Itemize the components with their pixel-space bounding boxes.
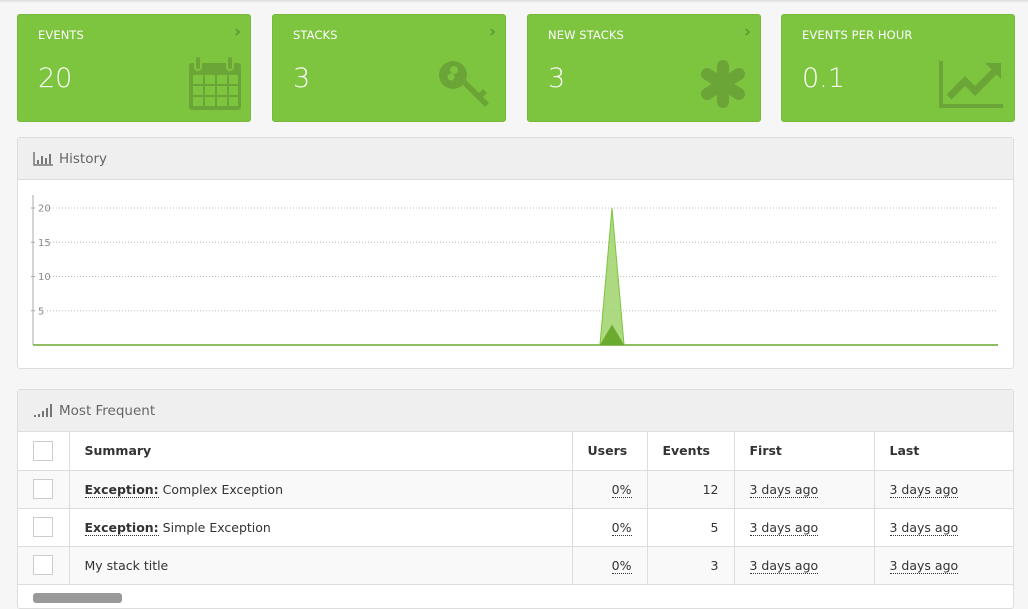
card-value: 3: [548, 63, 566, 94]
first-seen: 3 days ago: [749, 481, 819, 498]
users-value: 0%: [611, 481, 632, 498]
signal-icon: [34, 403, 52, 417]
select-all-checkbox[interactable]: [33, 440, 53, 461]
chevron-right-icon[interactable]: ›: [743, 22, 751, 42]
column-header-last[interactable]: Last: [874, 432, 1013, 471]
chevron-right-icon[interactable]: ›: [488, 22, 496, 42]
key-icon: [439, 61, 489, 107]
line-chart-icon: [939, 61, 1003, 108]
stack-summary[interactable]: My stack title: [84, 557, 169, 573]
row-checkbox[interactable]: [33, 479, 53, 499]
events-card[interactable]: EVENTS 20 ›: [17, 14, 251, 122]
asterisk-icon: [701, 60, 745, 108]
history-chart: 5 10 15 20: [31, 195, 998, 346]
events-value: 12: [647, 470, 735, 509]
stacks-table: Summary Users Events First Last Exceptio…: [18, 432, 1013, 585]
last-seen: 3 days ago: [889, 557, 959, 574]
new-stacks-card[interactable]: NEW STACKS 3 ›: [527, 14, 761, 122]
column-header-summary[interactable]: Summary: [69, 432, 573, 471]
card-value: 0.1: [802, 63, 845, 94]
table-header-row: Summary Users Events First Last: [18, 432, 1013, 471]
card-value: 3: [293, 63, 311, 94]
stack-summary[interactable]: Simple Exception: [162, 519, 271, 535]
most-frequent-panel: Most Frequent Summary Users Events First…: [17, 389, 1014, 609]
most-frequent-title: Most Frequent: [59, 402, 156, 419]
most-frequent-header: Most Frequent: [18, 390, 1013, 432]
events-value: 5: [647, 508, 735, 547]
bar-chart-icon: [33, 151, 53, 166]
row-checkbox[interactable]: [33, 555, 53, 575]
table-row[interactable]: Exception: Simple Exception 0% 5 3 days …: [18, 508, 1013, 547]
users-value: 0%: [611, 519, 632, 536]
top-shadow: [0, 0, 1028, 3]
history-header: History: [18, 138, 1013, 180]
column-header-events[interactable]: Events: [647, 432, 735, 471]
events-value: 3: [647, 546, 735, 585]
history-panel: History 5 10 15 20: [17, 137, 1014, 369]
column-header-first[interactable]: First: [734, 432, 875, 471]
card-label: NEW STACKS: [548, 28, 624, 42]
row-checkbox[interactable]: [33, 517, 53, 537]
first-seen: 3 days ago: [749, 519, 819, 536]
users-value: 0%: [611, 557, 632, 574]
stack-type[interactable]: Exception:: [84, 519, 159, 536]
calendar-icon: [189, 55, 241, 110]
stack-summary[interactable]: Complex Exception: [162, 481, 283, 497]
chevron-right-icon[interactable]: ›: [233, 22, 241, 42]
last-seen: 3 days ago: [889, 519, 959, 536]
stack-type[interactable]: Exception:: [84, 481, 159, 498]
table-row[interactable]: Exception: Complex Exception 0% 12 3 day…: [18, 470, 1013, 509]
table-row[interactable]: My stack title 0% 3 3 days ago 3 days ag…: [18, 546, 1013, 585]
events-per-hour-card: EVENTS PER HOUR 0.1: [781, 14, 1015, 122]
card-label: EVENTS: [38, 28, 84, 42]
series-area-1: [33, 324, 998, 345]
history-title: History: [59, 150, 108, 167]
more-button[interactable]: [33, 593, 122, 603]
stacks-card[interactable]: STACKS 3 ›: [272, 14, 506, 122]
column-header-users[interactable]: Users: [572, 432, 648, 471]
y-tick-label: 10: [38, 272, 51, 283]
first-seen: 3 days ago: [749, 557, 819, 574]
card-label: STACKS: [293, 28, 338, 42]
y-tick-label: 15: [38, 238, 51, 249]
y-tick-label: 20: [38, 204, 51, 215]
y-tick-label: 5: [38, 306, 44, 317]
last-seen: 3 days ago: [889, 481, 959, 498]
card-label: EVENTS PER HOUR: [802, 28, 913, 42]
card-value: 20: [38, 63, 73, 94]
